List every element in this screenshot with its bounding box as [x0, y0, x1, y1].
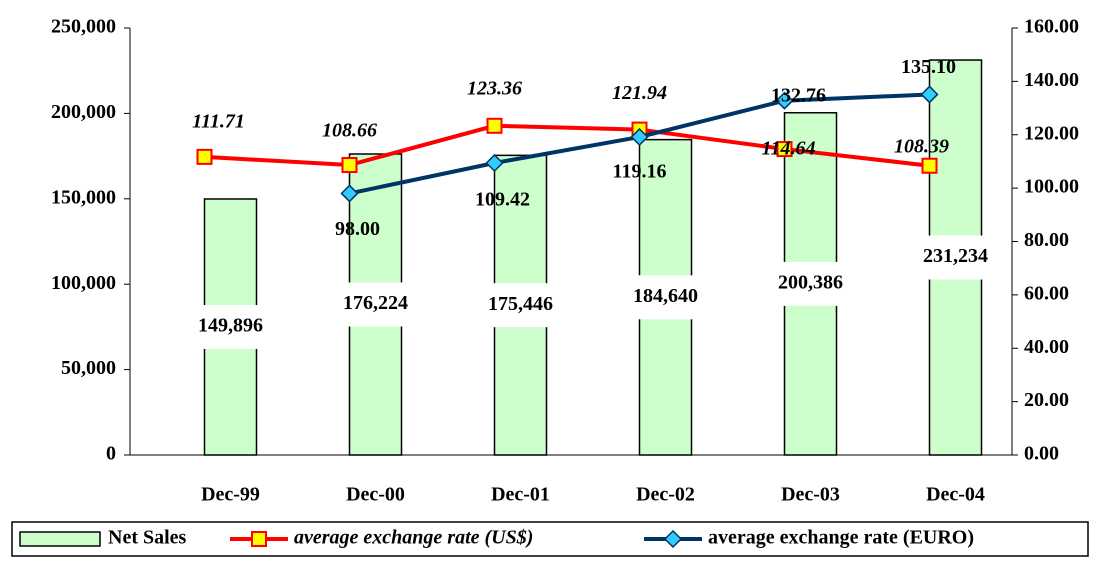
y2-tick-label: 160.00 [1024, 16, 1079, 38]
legend-label: average exchange rate (US$) [294, 527, 533, 549]
y-tick-label: 0 [106, 443, 116, 465]
value-label: 231,234 [923, 245, 988, 267]
value-label: 149,896 [198, 315, 263, 337]
value-label-bg [765, 261, 856, 306]
legend-marker [663, 529, 683, 549]
value-label: 184,640 [633, 285, 698, 307]
value-label-bg [330, 282, 421, 327]
value-label-bg [185, 304, 276, 349]
legend-swatch [19, 531, 101, 547]
value-label-bg [620, 275, 711, 320]
value-label: 111.71 [192, 110, 245, 132]
legend-label: average exchange rate (EURO) [708, 527, 974, 549]
value-label: 108.39 [894, 135, 949, 157]
marker [630, 127, 649, 147]
value-label: 109.42 [475, 189, 530, 211]
y-tick-label: 50,000 [61, 357, 116, 379]
y-tick-label: 200,000 [51, 101, 116, 123]
y-tick-label: 250,000 [51, 16, 116, 38]
y2-tick-label: 40.00 [1024, 336, 1069, 358]
x-tick-label: Dec-01 [491, 484, 550, 506]
value-label: 114.64 [762, 138, 816, 160]
value-label-bg [910, 235, 1001, 280]
y2-tick-label: 0.00 [1024, 443, 1059, 465]
x-tick-label: Dec-02 [636, 484, 695, 506]
legend-label: Net Sales [108, 527, 187, 549]
value-label: 121.94 [612, 82, 667, 104]
marker [776, 141, 793, 158]
x-tick-label: Dec-03 [781, 484, 840, 506]
marker [921, 157, 938, 174]
value-label: 135.10 [901, 56, 956, 78]
value-label: 123.36 [467, 77, 522, 99]
y2-tick-label: 20.00 [1024, 389, 1069, 411]
marker [486, 117, 503, 134]
line [204, 123, 930, 168]
marker [485, 153, 504, 173]
value-label: 176,224 [343, 292, 408, 314]
y-tick-label: 150,000 [51, 186, 116, 208]
y2-tick-label: 60.00 [1024, 282, 1069, 304]
x-tick-label: Dec-99 [201, 484, 260, 506]
y2-tick-label: 80.00 [1024, 229, 1069, 251]
y2-tick-label: 100.00 [1024, 176, 1079, 198]
value-label: 108.66 [322, 120, 377, 142]
legend-marker [251, 531, 267, 547]
value-label: 119.16 [613, 161, 667, 183]
y-tick-label: 100,000 [51, 272, 116, 294]
value-label: 132.76 [771, 84, 826, 106]
marker [775, 91, 794, 110]
marker [196, 148, 213, 165]
marker [920, 85, 939, 104]
value-label: 175,446 [488, 293, 553, 315]
value-label: 98.00 [335, 218, 380, 240]
value-label-bg [475, 283, 566, 328]
value-label: 200,386 [778, 271, 843, 293]
x-tick-label: Dec-00 [346, 484, 405, 506]
x-tick-label: Dec-04 [926, 484, 985, 506]
marker [341, 157, 358, 174]
legend-box [11, 521, 1089, 557]
marker [340, 184, 359, 203]
y2-tick-label: 120.00 [1024, 122, 1079, 144]
y2-tick-label: 140.00 [1024, 69, 1079, 91]
